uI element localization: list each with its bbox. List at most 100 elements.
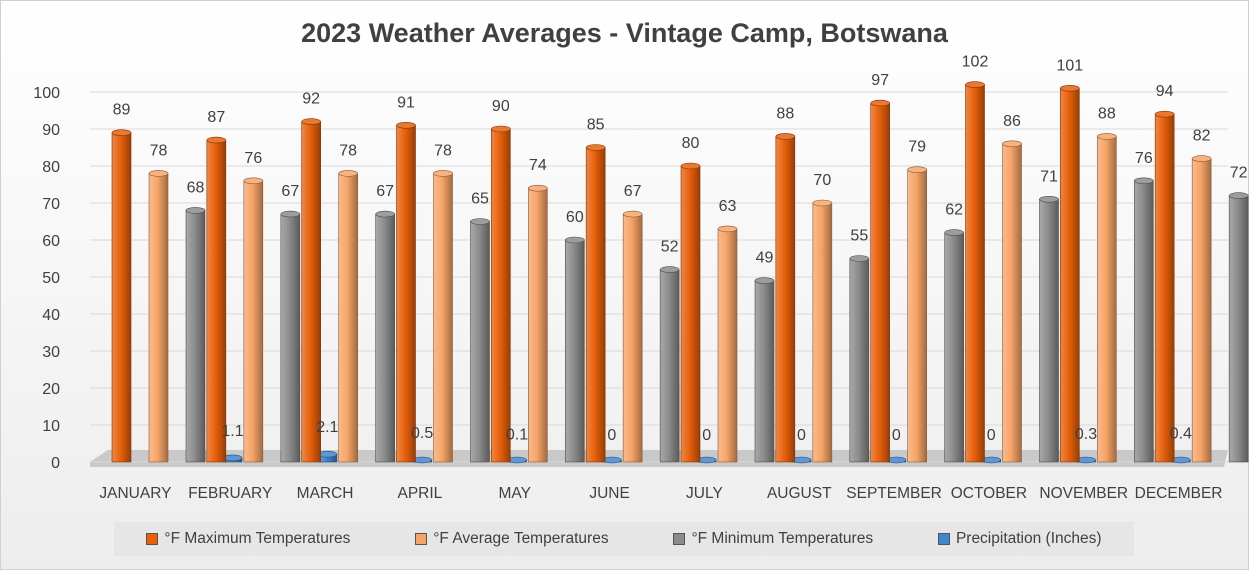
bar [470, 218, 490, 463]
data-label: 80 [682, 135, 700, 152]
data-label: 89 [113, 102, 131, 119]
data-label: 55 [850, 228, 868, 245]
data-label: 70 [813, 172, 831, 189]
bar [775, 133, 796, 463]
chart-floor [90, 450, 1228, 467]
data-label: 72 [1230, 165, 1248, 182]
bar [680, 162, 701, 463]
y-tick-label: 20 [42, 381, 60, 398]
data-label: 97 [871, 72, 889, 89]
bar [111, 129, 132, 463]
data-label: 60 [566, 209, 584, 226]
x-tick-label: APRIL [398, 485, 443, 502]
x-tick-label: JULY [686, 485, 723, 502]
data-label: 0 [607, 427, 616, 444]
x-tick-label: SEPTEMBER [846, 485, 942, 502]
data-label: 63 [719, 198, 737, 215]
data-label: 49 [756, 250, 774, 267]
y-tick-label: 10 [42, 418, 60, 435]
bar [754, 277, 775, 463]
bar [280, 210, 301, 463]
data-label: 78 [150, 142, 168, 159]
y-tick-label: 80 [42, 159, 60, 176]
legend: °F Maximum Temperatures °F Average Temper… [114, 522, 1134, 556]
bar [622, 210, 643, 463]
x-tick-label: JUNE [589, 485, 629, 502]
legend-item: °F Maximum Temperatures [146, 530, 350, 548]
bar [491, 125, 511, 463]
x-tick-label: FEBRUARY [188, 485, 272, 502]
bar [812, 199, 833, 463]
data-label: 0 [987, 427, 996, 444]
data-label: 0 [702, 427, 711, 444]
data-label: 0.4 [1170, 426, 1192, 443]
y-tick-label: 0 [51, 455, 60, 472]
y-tick-label: 40 [42, 307, 60, 324]
bar [1039, 196, 1059, 463]
legend-swatch [673, 533, 686, 545]
bar [148, 170, 169, 463]
y-tick-label: 50 [42, 270, 60, 287]
bar [659, 266, 680, 463]
data-label: 1.1 [221, 423, 243, 440]
data-label: 52 [661, 239, 679, 256]
bar [1060, 85, 1080, 463]
bar [412, 456, 432, 464]
bar [1228, 192, 1249, 463]
x-tick-label: MAY [499, 485, 531, 502]
bar [1097, 133, 1117, 463]
bar [528, 184, 548, 463]
data-label: 94 [1156, 83, 1174, 100]
data-label: 0.3 [1075, 426, 1097, 443]
bar [870, 99, 890, 463]
data-label: 92 [302, 91, 320, 108]
data-label: 78 [339, 142, 357, 159]
data-label: 87 [207, 109, 225, 126]
bar [1154, 110, 1175, 463]
bar [849, 255, 870, 463]
bar [717, 225, 738, 463]
y-tick-label: 100 [33, 85, 60, 102]
data-label: 0.5 [411, 425, 433, 442]
data-label: 74 [529, 157, 547, 174]
bar [185, 207, 206, 463]
legend-label: °F Maximum Temperatures [164, 530, 351, 547]
bar [375, 210, 395, 463]
legend-item: Precipitation (Inches) [937, 530, 1102, 548]
bar [1191, 155, 1212, 463]
data-label: 101 [1056, 57, 1083, 74]
legend-label: °F Average Temperatures [433, 530, 609, 547]
legend-item: °F Average Temperatures [415, 530, 609, 548]
x-tick-label: NOVEMBER [1039, 485, 1128, 502]
data-label: 0 [797, 427, 806, 444]
y-tick-label: 30 [42, 344, 60, 361]
y-tick-label: 70 [42, 196, 60, 213]
x-tick-label: AUGUST [767, 485, 832, 502]
y-tick-label: 60 [42, 233, 60, 250]
legend-swatch [415, 533, 428, 545]
legend-label: Precipitation (Inches) [955, 530, 1102, 547]
data-label: 0.1 [506, 427, 528, 444]
legend-swatch [146, 533, 159, 545]
data-label: 85 [587, 117, 605, 134]
data-label: 71 [1040, 168, 1058, 185]
data-label: 86 [1003, 113, 1021, 130]
bar [1134, 177, 1154, 463]
bar [981, 456, 1001, 464]
bar [301, 118, 321, 463]
data-label: 88 [776, 105, 794, 122]
bar [317, 450, 338, 463]
data-label: 0 [892, 427, 901, 444]
x-tick-label: JANUARY [99, 485, 171, 502]
data-label: 76 [244, 150, 262, 167]
legend-swatch [937, 533, 950, 545]
bar [338, 170, 358, 463]
data-label: 68 [187, 179, 205, 196]
chart-title: 2023 Weather Averages - Vintage Camp, Bo… [301, 18, 948, 48]
bar [565, 236, 585, 463]
data-label: 91 [397, 94, 415, 111]
bar [965, 81, 985, 463]
x-tick-label: OCTOBER [951, 485, 1027, 502]
legend-item: °F Minimum Temperatures [673, 530, 873, 548]
